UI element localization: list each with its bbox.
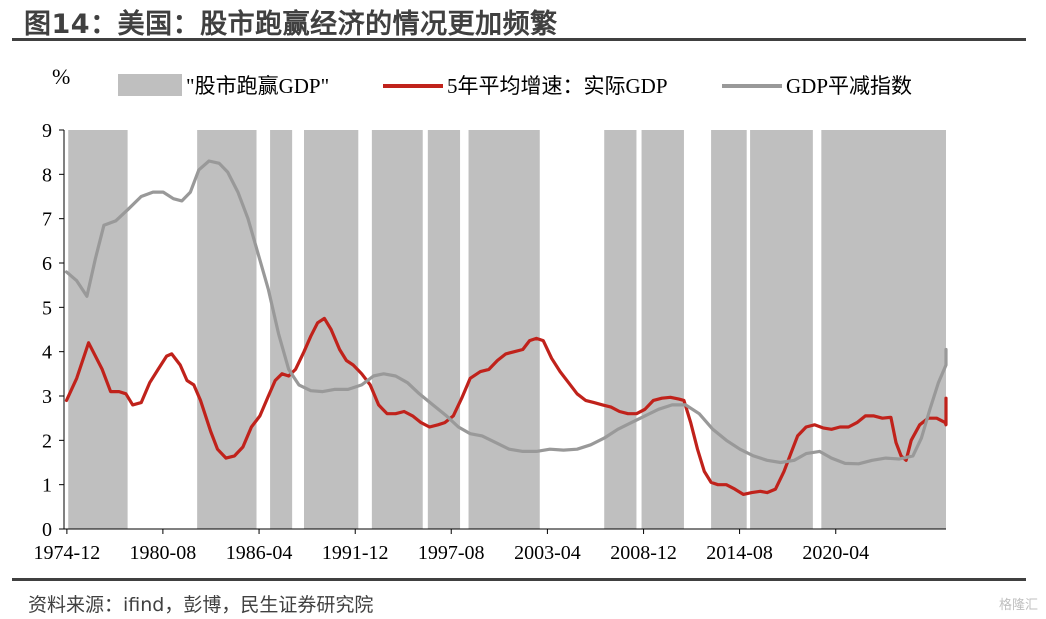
shaded-period-6: [468, 130, 540, 529]
shaded-period-0: [68, 130, 128, 529]
x-tick-label: 1991-12: [322, 542, 389, 564]
series-line-gdp-deflator: [64, 159, 948, 466]
y-tick-label: 8: [42, 164, 52, 186]
legend-label-real-gdp: 5年平均增速：实际GDP: [447, 74, 668, 98]
y-tick-label: 9: [42, 120, 52, 142]
x-tick-label: 2014-08: [706, 542, 773, 564]
y-tick-label: 2: [42, 430, 52, 452]
y-tick-label: 3: [42, 386, 52, 408]
y-tick-label: 0: [42, 519, 52, 541]
x-tick-label: 2003-04: [514, 542, 581, 564]
shaded-period-7: [604, 130, 637, 529]
x-tick-label: 2020-04: [802, 542, 869, 564]
title-divider: [12, 38, 1026, 41]
axes: 0 1 2 3 4 5 6 7 8 9 1974-12 1980-08 1986-04 1991-12 19…: [34, 120, 946, 564]
shaded-period-1: [197, 130, 257, 529]
legend-swatch-outperform: [118, 74, 182, 96]
y-tick-label: 6: [42, 253, 52, 275]
series-line-real-gdp: [64, 316, 948, 496]
shaded-period-2: [270, 130, 293, 529]
x-tick-label: 1986-04: [226, 542, 293, 564]
legend-label-deflator: GDP平减指数: [786, 74, 912, 98]
shaded-period-9: [711, 130, 747, 529]
y-tick-label: 7: [42, 209, 52, 231]
footer-divider: [12, 578, 1026, 581]
source-note: 资料来源：ifind，彭博，民生证券研究院: [28, 594, 374, 616]
y-tick-label: 4: [42, 342, 52, 364]
watermark: 格隆汇: [998, 598, 1038, 613]
x-tick-label: 2008-12: [610, 542, 677, 564]
x-tick-label: 1974-12: [34, 542, 101, 564]
chart: 0 1 2 3 4 5 6 7 8 9 1974-12 1980-08 1986-04 1991-12 19…: [34, 64, 948, 564]
y-tick-label: 5: [42, 297, 52, 319]
legend-label-outperform: "股市跑赢GDP": [186, 74, 329, 98]
series-lines: [64, 159, 948, 496]
shaded-periods: [68, 130, 946, 529]
y-axis-label: %: [52, 64, 70, 89]
chart-title: 图14：美国：股市跑赢经济的情况更加频繁: [24, 9, 558, 40]
x-tick-label: 1997-08: [418, 542, 485, 564]
shaded-period-4: [371, 130, 423, 529]
shaded-period-5: [427, 130, 461, 529]
shaded-period-11: [821, 130, 946, 529]
legend: "股市跑赢GDP" 5年平均增速：实际GDP GDP平减指数: [118, 74, 912, 98]
shaded-period-8: [641, 130, 684, 529]
y-tick-label: 1: [42, 475, 52, 497]
shaded-period-10: [750, 130, 813, 529]
x-tick-label: 1980-08: [130, 542, 197, 564]
